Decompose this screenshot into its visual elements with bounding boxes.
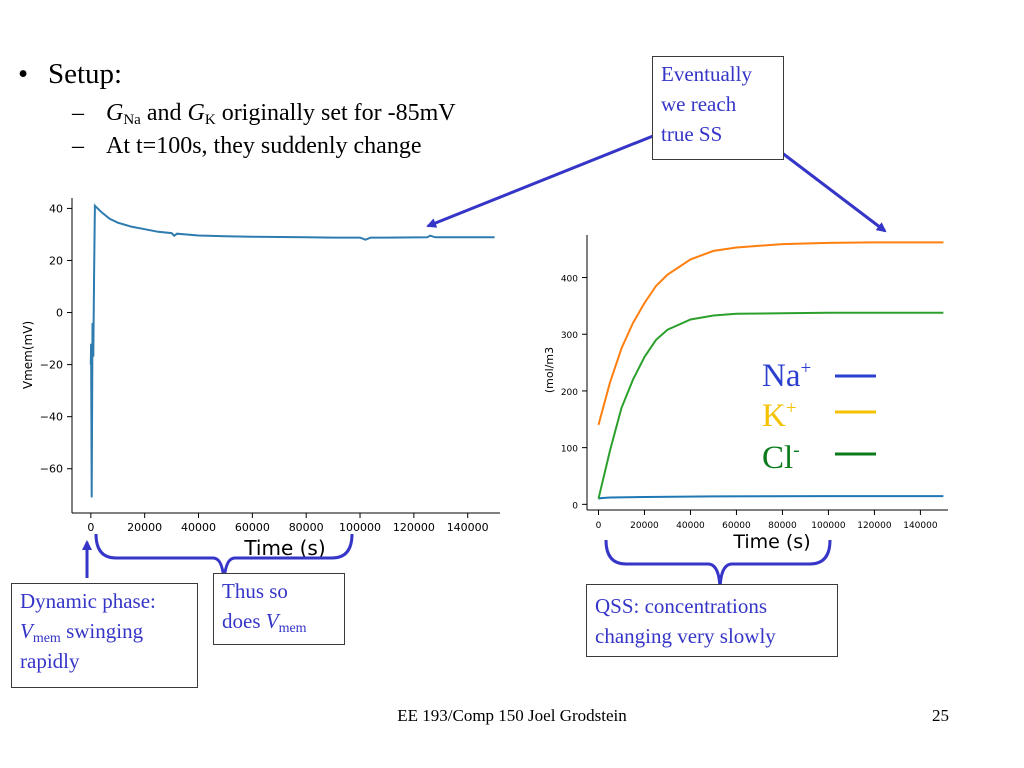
and-word: and (140, 100, 188, 126)
setup-bullet: • Setup: (18, 56, 122, 92)
x-tick-label: 120000 (857, 521, 892, 531)
y-tick-label: 20 (49, 254, 63, 267)
v-mem-subscript: mem (32, 631, 61, 646)
callout-thus-so: Thus so does Vmem (213, 573, 345, 645)
callout-eventually-line3: true SS (661, 122, 723, 146)
series-line-na (598, 495, 944, 500)
vmem-chart: 0 20000 40000 60000 80000 100000 120000 140000 4… (21, 198, 500, 560)
y-tick-label: 300 (561, 331, 578, 341)
change-text: At t=100s, they suddenly change (106, 133, 422, 159)
x-tick-label: 40000 (676, 521, 705, 531)
g-symbol: G (187, 100, 205, 126)
arrow-to-conc-ss (764, 138, 887, 233)
x-tick-label: 100000 (811, 521, 846, 531)
callout-thus-line1: Thus so (222, 579, 288, 603)
callout-dynamic-line3: rapidly (20, 649, 80, 673)
concentration-chart: 0 20000 40000 60000 80000 100000 120000 140000 0… (543, 235, 948, 553)
y-tick-label: 400 (561, 275, 578, 285)
g-symbol: G (106, 100, 124, 126)
g-na-subscript: Na (123, 112, 141, 128)
y-tick-label: 100 (561, 445, 578, 455)
callout-dynamic-rest: swinging (60, 619, 144, 643)
legend-k-charge: + (785, 398, 797, 419)
x-tick-label: 140000 (447, 521, 489, 534)
legend-cl: Cl- (762, 440, 800, 476)
sub-item-change: – At t=100s, they suddenly change (72, 133, 422, 159)
series-line-cl (597, 311, 944, 499)
y-tick-label: −20 (40, 359, 63, 372)
legend-cl-label: Cl (762, 440, 794, 476)
x-tick-label: 20000 (127, 521, 162, 534)
callout-eventually-line1: Eventually (661, 62, 752, 86)
legend-na-label: Na (762, 358, 801, 394)
sub-item-conductances: – GNa and GK originally set for -85mV (72, 100, 456, 128)
x-tick-label: 120000 (393, 521, 435, 534)
legend-na: Na+ (762, 358, 811, 394)
x-tick-label: 80000 (289, 521, 324, 534)
callout-eventually-line2: we reach (661, 92, 737, 116)
x-tick-label: 20000 (630, 521, 659, 531)
footer-text: EE 193/Comp 150 Joel Grodstein (397, 706, 627, 725)
x-tick-label: 140000 (903, 521, 938, 531)
vmem-series-line (89, 203, 495, 498)
v-mem-subscript: mem (278, 621, 307, 636)
g-k-subscript: K (204, 112, 216, 128)
callout-thus-pre: does (222, 609, 266, 633)
callout-dynamic-phase: Dynamic phase: Vmem swinging rapidly (11, 583, 198, 688)
conc-x-label: Time (s) (732, 531, 810, 553)
legend-k-label: K (762, 398, 786, 434)
arrow-to-vmem-ss (426, 128, 669, 228)
x-tick-label: 60000 (722, 521, 751, 531)
vmem-x-label: Time (s) (243, 536, 325, 560)
x-tick-label: 40000 (181, 521, 216, 534)
x-tick-label: 0 (596, 521, 602, 531)
setup-heading: Setup: (48, 58, 123, 90)
series-line-k (597, 241, 944, 426)
y-tick-label: −60 (40, 463, 63, 476)
x-tick-label: 100000 (339, 521, 381, 534)
vmem-axes (71, 198, 500, 514)
callout-qss-line2: changing very slowly (595, 624, 776, 648)
legend-cl-charge: - (793, 440, 800, 461)
v-symbol: V (20, 619, 33, 643)
callout-thus-line2: does Vmem (222, 606, 336, 636)
callout-dynamic-line1: Dynamic phase: (20, 589, 156, 613)
bullet-marker: • (18, 58, 29, 90)
v-symbol: V (265, 609, 279, 633)
callout-dynamic-line2: Vmem swinging (20, 616, 189, 646)
callout-qss: QSS: concentrations changing very slowly (586, 584, 838, 657)
legend-k: K+ (762, 398, 797, 434)
callout-eventually: Eventually we reach true SS (652, 56, 784, 160)
vmem-y-label: Vmem(mV) (21, 321, 35, 389)
x-tick-label: 60000 (235, 521, 270, 534)
x-tick-label: 0 (87, 521, 94, 534)
y-tick-label: −40 (40, 411, 63, 424)
y-tick-label: 200 (561, 388, 578, 398)
conductance-text: originally set for -85mV (215, 100, 456, 126)
page-number: 25 (932, 706, 949, 725)
y-tick-label: 40 (49, 202, 63, 215)
y-tick-label: 0 (56, 307, 63, 320)
conc-y-label: (mol/m3 (543, 347, 556, 393)
y-tick-label: 0 (572, 501, 578, 511)
callout-qss-line1: QSS: concentrations (595, 594, 768, 618)
x-tick-label: 80000 (768, 521, 797, 531)
legend-na-charge: + (800, 358, 812, 379)
